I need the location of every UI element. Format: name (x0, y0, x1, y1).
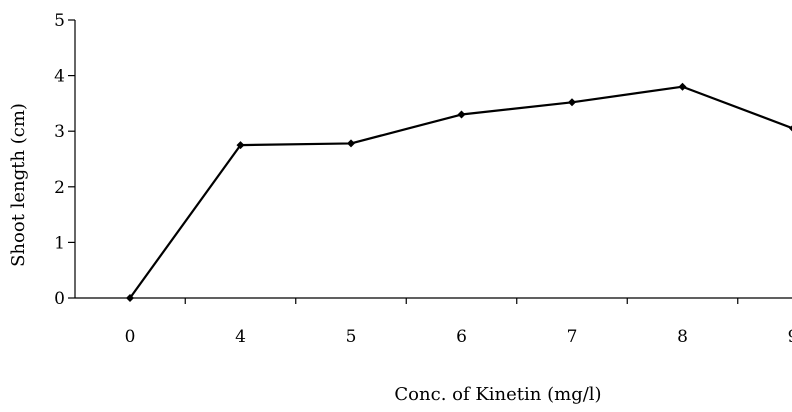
x-tick-label: 4 (235, 327, 246, 347)
y-tick-label: 1 (54, 233, 65, 253)
series-line (129, 85, 792, 299)
x-tick-label: 6 (456, 327, 467, 347)
data-series (126, 82, 792, 302)
y-tick-label: 2 (54, 178, 65, 198)
x-tick-label: 9 (788, 327, 792, 347)
y-tick-label: 3 (54, 122, 65, 142)
x-axis-label: Conc. of Kinetin (mg/l) (394, 384, 601, 405)
data-point (126, 294, 134, 302)
x-tick-label: 8 (677, 327, 688, 347)
x-tick-label: 0 (125, 327, 136, 347)
y-tick-label: 4 (54, 67, 65, 87)
axis-ticks: 0 1 2 3 4 5 0 4 5 6 7 8 9 (54, 11, 792, 347)
data-point (347, 139, 355, 148)
data-point (568, 98, 576, 107)
x-tick-label: 5 (346, 327, 357, 347)
data-point (457, 110, 466, 119)
axes (74, 20, 792, 299)
y-tick-label: 5 (54, 11, 65, 31)
data-point (789, 125, 792, 132)
data-point (678, 82, 687, 91)
data-point (236, 141, 245, 150)
y-tick-label: 0 (54, 289, 65, 309)
y-axis-label: Shoot length (cm) (8, 103, 29, 267)
x-tick-label: 7 (567, 327, 578, 347)
